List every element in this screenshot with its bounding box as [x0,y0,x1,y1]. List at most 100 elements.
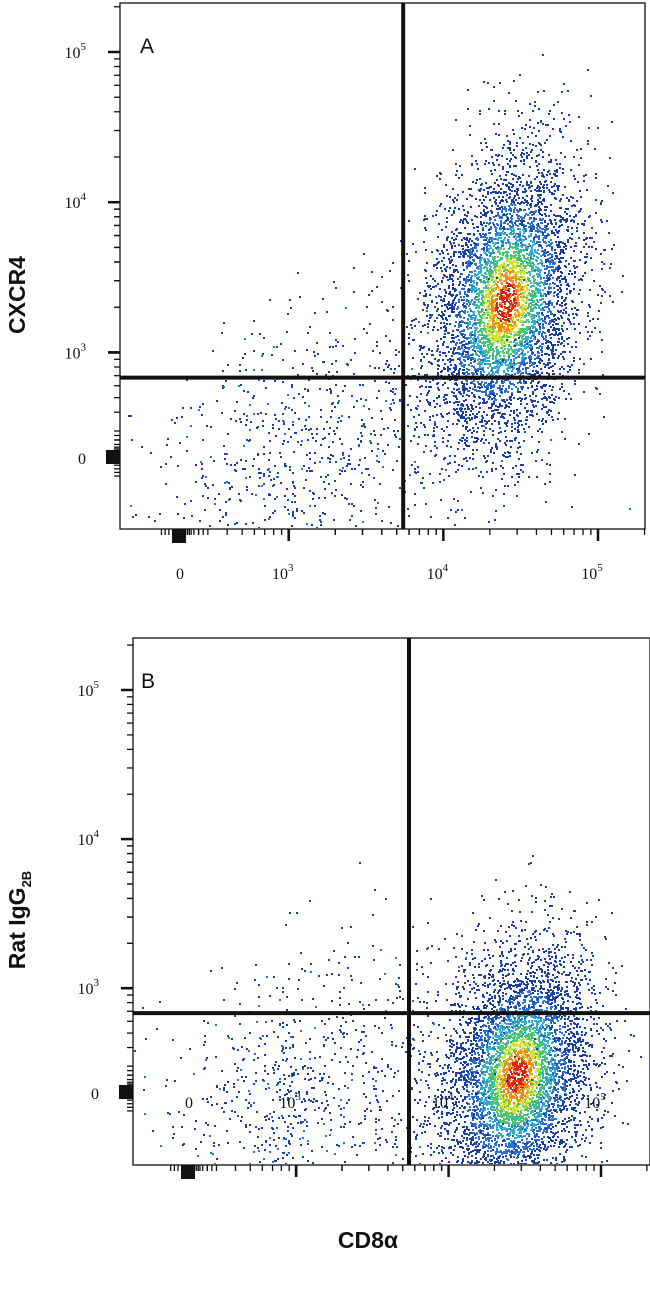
event-dot [452,280,454,282]
event-dot [501,273,503,275]
event-dot [527,289,529,291]
event-dot [553,295,555,297]
event-dot [573,357,575,359]
event-dot [437,329,439,331]
event-dot [495,133,497,135]
event-dot [585,238,587,240]
event-dot [550,261,552,263]
event-dot [539,282,541,284]
event-dot [492,274,494,276]
event-dot [568,393,570,395]
event-dot [440,299,442,301]
event-dot [462,304,464,306]
event-dot [502,266,504,268]
event-dot [453,299,455,301]
event-dot [541,228,543,230]
event-dot [529,280,531,282]
event-dot [542,404,544,406]
event-dot [587,143,589,145]
event-dot [538,333,540,335]
event-dot [601,295,603,297]
event-dot [515,357,517,359]
event-dot [585,326,587,328]
event-dot [501,362,503,364]
event-dot [439,552,441,554]
event-dot [462,369,464,371]
event-dot [553,287,555,289]
event-dot [520,317,522,319]
event-dot [518,348,520,350]
event-dot [450,446,452,448]
event-dot [497,406,499,408]
event-dot [518,424,520,426]
event-dot [520,328,522,330]
event-dot [515,254,517,256]
event-dot [407,274,409,276]
event-dot [528,184,530,186]
event-dot [595,212,597,214]
event-dot [560,131,562,133]
event-dot [485,225,487,227]
event-dot [480,359,482,361]
event-dot [492,343,494,345]
event-dot [556,328,558,330]
event-dot [510,256,512,258]
event-dot [431,314,433,316]
event-dot [465,411,467,413]
event-dot [453,242,455,244]
event-dot [474,417,476,419]
event-dot [557,317,559,319]
event-dot [552,329,554,331]
event-dot [492,358,494,360]
event-dot [502,183,504,185]
event-dot [583,232,585,234]
event-dot [562,136,564,138]
event-dot [512,129,514,131]
event-dot [469,387,471,389]
event-dot [472,247,474,249]
event-dot [489,281,491,283]
event-dot [514,299,516,301]
event-dot [523,440,525,442]
event-dot [456,170,458,172]
event-dot [508,314,510,316]
event-dot [534,249,536,251]
event-dot [530,306,532,308]
event-dot [444,394,446,396]
event-dot [543,187,545,189]
event-dot [541,247,543,249]
event-dot [557,270,559,272]
event-dot [479,199,481,201]
event-dot [533,255,535,257]
event-dot [529,252,531,254]
event-dot [545,295,547,297]
event-dot [528,299,530,301]
event-dot [563,340,565,342]
event-dot [545,406,547,408]
event-dot [589,320,591,322]
event-dot [526,253,528,255]
event-dot [533,226,535,228]
event-dot [516,259,518,261]
event-dot [447,387,449,389]
event-dot [486,388,488,390]
event-dot [514,439,516,441]
event-dot [527,264,529,266]
event-dot [473,311,475,313]
event-dot [486,360,488,362]
event-dot [465,282,467,284]
event-dot [528,208,530,210]
event-dot [451,278,453,280]
event-dot [538,172,540,174]
event-dot [537,267,539,269]
event-dot [419,349,421,351]
event-dot [490,346,492,348]
event-dot [488,108,490,110]
event-dot [514,207,516,209]
event-dot [438,223,440,225]
event-dot [484,138,486,140]
event-dot [493,164,495,166]
event-dot [599,393,601,395]
event-dot [539,208,541,210]
event-dot [570,290,572,292]
